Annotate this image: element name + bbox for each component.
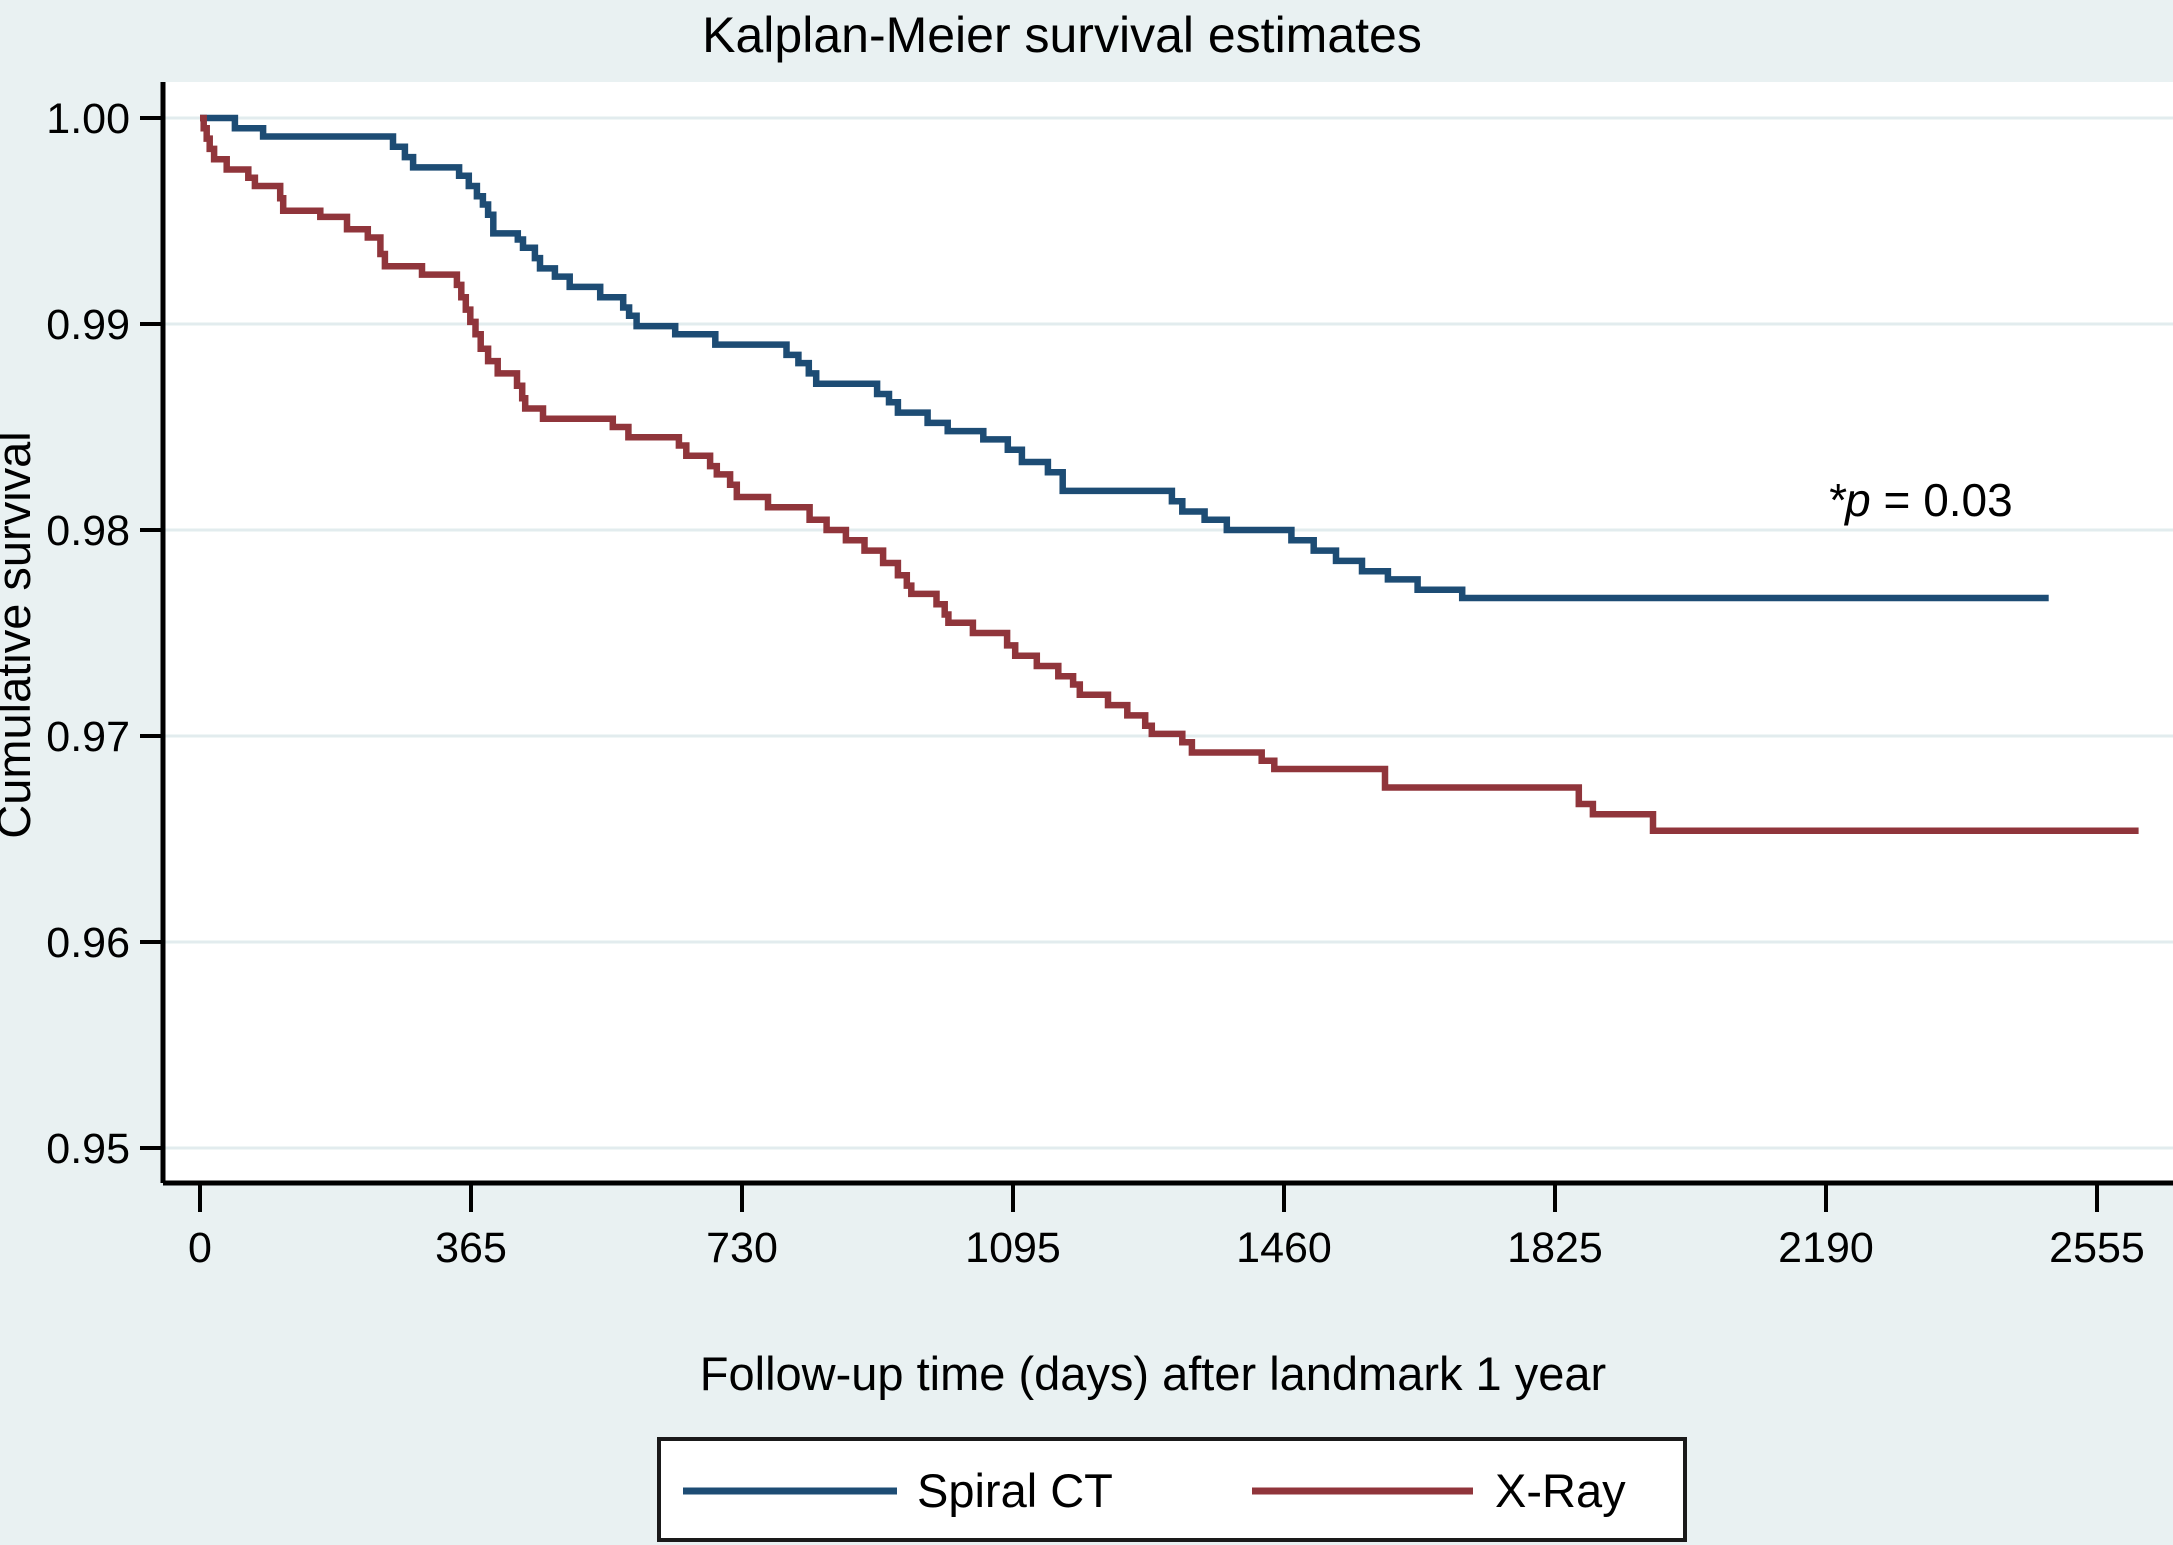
p-value-rest-part: = 0.03 [1871, 474, 2013, 526]
p-value-italic-part: *p [1827, 474, 1870, 526]
x-tick-label: 1825 [1507, 1224, 1603, 1272]
plot-area [163, 82, 2173, 1183]
x-tick-label: 1460 [1236, 1224, 1332, 1272]
x-axis-label: Follow-up time (days) after landmark 1 y… [700, 1347, 1606, 1400]
y-axis-ticks: 0.95 0.96 0.97 0.98 0.99 1.00 [46, 95, 163, 1173]
series-spiral-ct [200, 114, 2049, 602]
y-tick-label: 0.96 [46, 919, 130, 967]
x-tick-label: 2190 [1778, 1224, 1874, 1272]
x-tick-label: 1095 [965, 1224, 1061, 1272]
x-axis-ticks: 0 365 730 1095 1460 1825 2190 2555 [188, 1183, 2145, 1272]
x-tick-label: 2555 [2049, 1224, 2145, 1272]
chart-title: Kalplan-Meier survival estimates [702, 7, 1422, 63]
x-tick-label: 730 [706, 1224, 778, 1272]
series-lines [200, 114, 2139, 835]
legend-label-spiral-ct: Spiral CT [917, 1464, 1113, 1517]
legend: Spiral CT X-Ray [657, 1437, 1687, 1542]
y-tick-label: 0.99 [46, 301, 130, 349]
y-tick-label: 0.97 [46, 713, 130, 761]
y-tick-label: 0.95 [46, 1125, 130, 1173]
y-tick-label: 0.98 [46, 507, 130, 555]
legend-label-x-ray: X-Ray [1495, 1464, 1626, 1517]
x-tick-label: 365 [435, 1224, 507, 1272]
p-value-annotation: *p = 0.03 [1827, 474, 2012, 526]
series-x-ray [200, 114, 2139, 835]
x-tick-label: 0 [188, 1224, 212, 1272]
y-axis-label: Cumulative survival [0, 431, 40, 838]
y-tick-label: 1.00 [46, 95, 130, 143]
